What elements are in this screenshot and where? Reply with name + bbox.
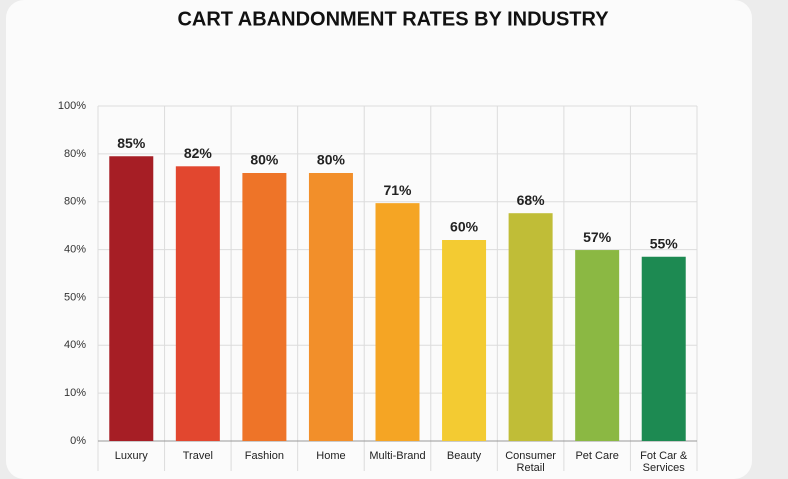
bar [375,203,420,441]
data-label: 60% [450,219,479,235]
data-label: 57% [583,229,612,245]
data-label: 55% [650,235,679,251]
y-tick-label: 80% [64,148,86,160]
data-label: 80% [317,152,346,168]
y-tick-label: 100% [58,100,86,112]
x-tick-label: Multi-Brand [369,450,426,462]
x-tick-label: Consumer Retail [505,450,556,474]
data-label: 68% [517,192,546,208]
chart-title: CART ABANDONMENT RATES BY INDUSTRY [177,8,609,30]
y-tick-label: 0% [70,435,86,447]
y-tick-label: 40% [64,243,86,255]
y-tick-label: 50% [64,291,86,303]
x-tick-label: Pet Care [575,450,619,462]
bar [308,173,353,441]
x-tick-label: Home [316,450,346,462]
bar [641,256,686,441]
bar [508,213,553,441]
data-label: 71% [383,182,412,198]
bar [242,173,287,441]
bar [442,240,487,441]
data-label: 85% [117,135,146,151]
data-label: 82% [184,145,213,161]
data-label: 80% [250,152,279,168]
x-tick-label: Beauty [446,450,482,462]
y-tick-label: 80% [64,196,86,208]
bar [175,166,220,442]
bar [109,156,154,441]
y-tick-label: 10% [64,387,86,399]
bar [575,250,620,441]
x-tick-label: Luxury [114,450,148,462]
x-tick-label: Travel [182,450,213,462]
x-tick-label: Fashion [244,450,284,462]
x-tick-label: Fot Car & Services [640,450,688,474]
y-tick-label: 40% [64,339,86,351]
